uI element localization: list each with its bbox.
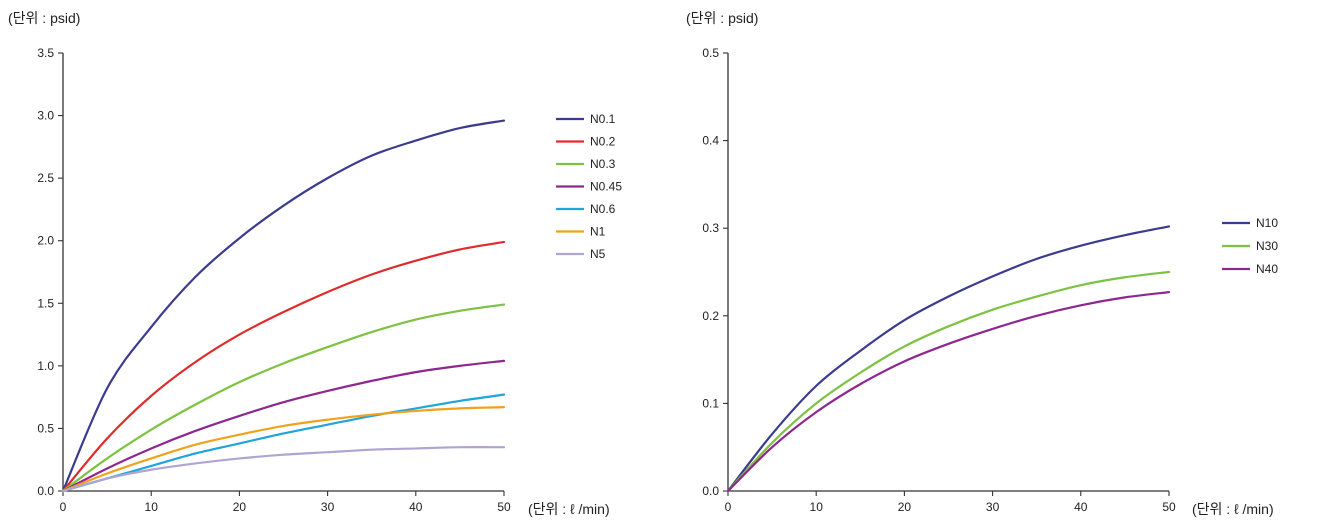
legend-label: N0.2 xyxy=(590,135,616,149)
x-tick-label: 10 xyxy=(810,500,824,514)
legend-label: N0.1 xyxy=(590,112,616,126)
y-tick-label: 2.0 xyxy=(37,234,54,248)
legend-label: N10 xyxy=(1256,216,1278,230)
x-tick-label: 20 xyxy=(898,500,912,514)
pressure-drop-chart-right: (단위 : psid) (단위 : ℓ /min) 0.0 0.1 0.2 0.3 0.4 0… xyxy=(686,10,1278,517)
y-tick-label: 1.0 xyxy=(37,359,54,373)
x-tick-label: 20 xyxy=(233,500,247,514)
series-line-n0-1 xyxy=(61,119,506,493)
series-line-n5 xyxy=(61,446,506,493)
series-line-n10 xyxy=(726,225,1171,493)
y-tick-label: 0.4 xyxy=(702,134,719,148)
y-axis-unit-label: (단위 : psid) xyxy=(8,10,80,26)
y-tick-label: 0.0 xyxy=(702,484,719,498)
x-tick-label: 10 xyxy=(145,500,159,514)
x-tick-label: 30 xyxy=(986,500,1000,514)
series-line-n30 xyxy=(726,270,1171,493)
x-tick-label: 40 xyxy=(409,500,423,514)
y-tick-label: 0.1 xyxy=(702,396,719,410)
series-line-n40 xyxy=(726,291,1171,493)
y-tick-label: 0.2 xyxy=(702,309,719,323)
series-line-n0-3 xyxy=(61,303,506,493)
y-tick-label: 0.5 xyxy=(702,46,719,60)
y-tick-label: 3.0 xyxy=(37,109,54,123)
legend-label: N0.6 xyxy=(590,202,616,216)
x-tick-label: 30 xyxy=(321,500,335,514)
legend-label: N0.45 xyxy=(590,180,622,194)
legend-label: N5 xyxy=(590,247,606,261)
y-tick-label: 0.0 xyxy=(37,484,54,498)
pressure-drop-chart-left: (단위 : psid) (단위 : ℓ /min) 0.0 0.5 1.0 1.5 2.0 2… xyxy=(8,10,622,517)
y-tick-label: 1.5 xyxy=(37,296,54,310)
series-line-n1 xyxy=(61,406,506,493)
y-axis-unit-label: (단위 : psid) xyxy=(686,10,758,26)
y-tick-label: 0.3 xyxy=(702,221,719,235)
y-tick-label: 0.5 xyxy=(37,421,54,435)
x-axis-unit-label: (단위 : ℓ /min) xyxy=(1192,501,1274,517)
legend-label: N0.3 xyxy=(590,157,616,171)
series-line-n0-45 xyxy=(61,359,506,493)
series-line-n0-6 xyxy=(61,393,506,493)
x-tick-label: 50 xyxy=(497,500,511,514)
x-axis-unit-label: (단위 : ℓ /min) xyxy=(528,501,610,517)
legend-label: N40 xyxy=(1256,262,1278,276)
x-tick-label: 0 xyxy=(60,500,67,514)
x-tick-label: 50 xyxy=(1162,500,1176,514)
y-tick-label: 3.5 xyxy=(37,46,54,60)
series-line-n0-2 xyxy=(61,240,506,493)
y-tick-label: 2.5 xyxy=(37,171,54,185)
x-tick-label: 40 xyxy=(1074,500,1088,514)
legend-label: N30 xyxy=(1256,239,1278,253)
legend-label: N1 xyxy=(590,225,606,239)
x-tick-label: 0 xyxy=(725,500,732,514)
